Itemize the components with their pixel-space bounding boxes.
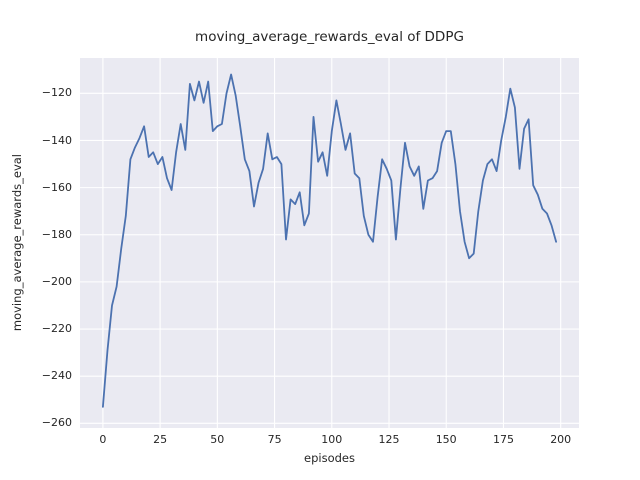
x-axis-label: episodes [304,451,355,465]
x-tick-label: 75 [267,433,282,446]
axes-background [80,58,579,428]
y-tick-label: −240 [41,369,72,383]
line-series [102,73,557,408]
x-tick-label: 0 [99,433,107,446]
x-tick-label: 150 [435,433,457,446]
chart-title: moving_average_rewards_eval of DDPG [195,29,464,45]
y-tick-label: −140 [41,133,72,147]
y-axis-label-wrap: moving_average_rewards_eval [8,58,26,428]
x-tick-label: 200 [550,433,572,446]
x-tick-label: 50 [210,433,225,446]
x-tick-label: 100 [321,433,343,446]
y-tick-label: −180 [41,227,72,241]
y-tick-label: −160 [41,180,72,194]
x-tick-label: 125 [378,433,400,446]
x-tick-label: 175 [493,433,514,446]
y-tick-label: −120 [41,86,72,100]
x-tick-label: 25 [153,433,168,446]
y-axis-label: moving_average_rewards_eval [10,154,24,332]
y-tick-label: −200 [41,274,72,288]
y-tick-label: −260 [41,416,72,430]
grid-lines [80,58,579,428]
y-tick-label: −220 [41,322,72,335]
